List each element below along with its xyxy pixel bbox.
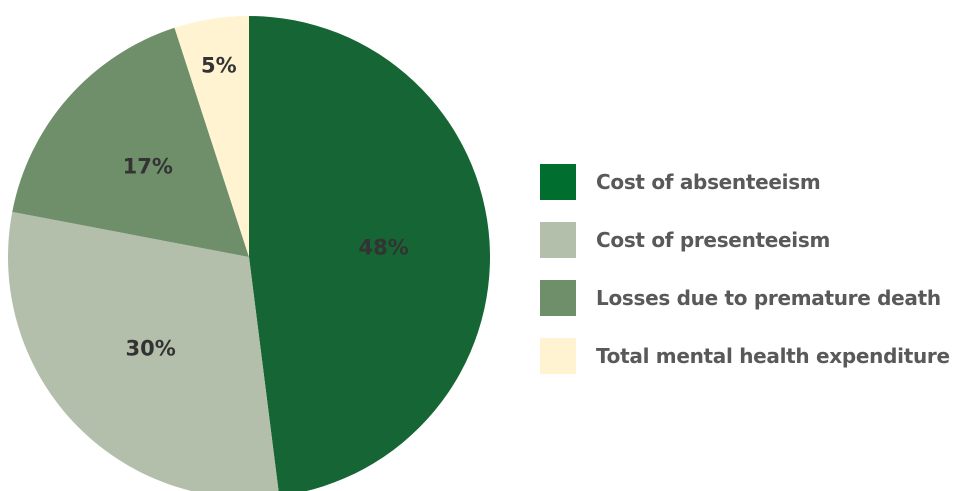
pie-slice-presenteeism — [8, 211, 279, 491]
pie-slices — [8, 16, 490, 491]
legend-label-premature-death: Losses due to premature death — [596, 286, 941, 310]
pie-slice-premature-death — [12, 27, 250, 257]
pie-label-premature-death: 17% — [123, 155, 173, 179]
legend-item-premature-death: Losses due to premature death — [540, 269, 975, 327]
legend-label-mental-health-expenditure: Total mental health expenditure — [596, 344, 950, 368]
legend-item-presenteeism: Cost of presenteeism — [540, 211, 975, 269]
legend-item-absenteeism: Cost of absenteeism — [540, 153, 975, 211]
pie-label-presenteeism: 30% — [125, 336, 175, 360]
pie-slice-absenteeism — [249, 16, 490, 491]
legend-swatch-mental-health-expenditure — [540, 338, 576, 374]
legend-swatch-premature-death — [540, 280, 576, 316]
legend-item-mental-health-expenditure: Total mental health expenditure — [540, 327, 975, 385]
pie-label-absenteeism: 48% — [359, 236, 409, 260]
pie-slice-mental-health-expenditure — [174, 16, 249, 257]
pie-label-mental-health-expenditure: 5% — [201, 54, 237, 78]
legend: Cost of absenteeism Cost of presenteeism… — [540, 153, 975, 385]
legend-label-absenteeism: Cost of absenteeism — [596, 170, 821, 194]
pie-labels: 48% 30% 17% 5% — [123, 54, 409, 361]
legend-label-presenteeism: Cost of presenteeism — [596, 228, 830, 252]
legend-swatch-absenteeism — [540, 164, 576, 200]
legend-swatch-presenteeism — [540, 222, 576, 258]
